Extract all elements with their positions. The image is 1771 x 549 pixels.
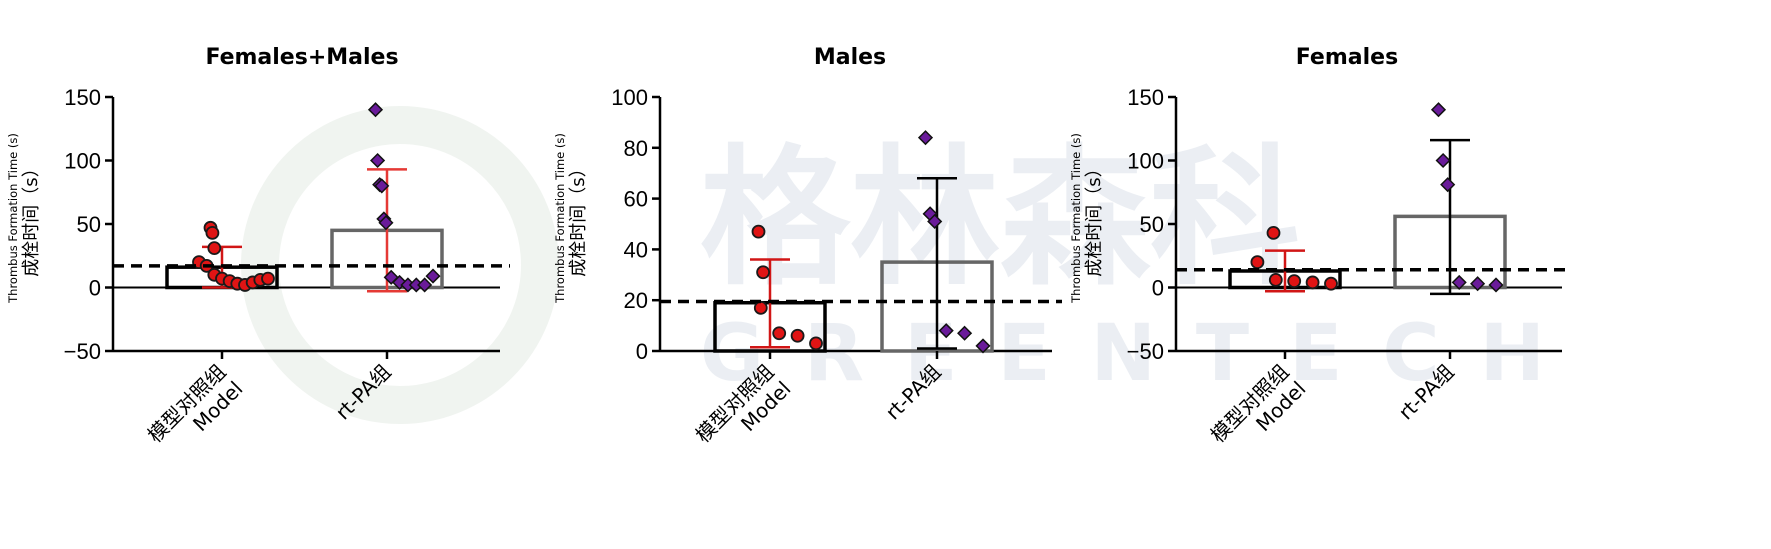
watermark-text-en: GREENTECH bbox=[700, 309, 1585, 399]
chart2-ylabel-cn: 成栓时间（s） bbox=[568, 159, 589, 276]
chart3-point-rtpa bbox=[1440, 177, 1456, 193]
chart3-point-rtpa bbox=[1470, 276, 1486, 292]
chart3-title: Females bbox=[1296, 45, 1398, 70]
chart2-ytick-label: 20 bbox=[624, 288, 648, 313]
chart2-point-rtpa bbox=[938, 323, 954, 339]
chart3-point-model bbox=[1305, 275, 1320, 290]
chart1-ytick-label: 150 bbox=[64, 85, 101, 110]
chart3-point-model bbox=[1287, 274, 1302, 289]
chart2-point-model bbox=[753, 300, 768, 315]
chart3-point-rtpa bbox=[1451, 274, 1467, 290]
chart3-point-model bbox=[1268, 272, 1283, 287]
chart1-point-rtpa bbox=[367, 102, 384, 118]
chart1-ylabel-en: Thrombus Formation Time (s) bbox=[6, 133, 20, 304]
chart1-title: Females+Males bbox=[205, 45, 398, 70]
chart1-point-model bbox=[261, 271, 275, 286]
chart2-title: Males bbox=[814, 45, 886, 70]
chart2-ytick-label: 80 bbox=[624, 136, 648, 161]
chart1-point-model bbox=[205, 225, 220, 240]
chart3-ylabel-cn: 成栓时间（s） bbox=[1084, 159, 1105, 276]
chart1-ytick-label: 50 bbox=[77, 212, 101, 237]
chart3-point-rtpa bbox=[1435, 152, 1451, 169]
chart1-ytick-label: −50 bbox=[64, 339, 101, 364]
chart3-ytick-label: 0 bbox=[1152, 276, 1164, 301]
chart1-point-rtpa bbox=[417, 277, 433, 293]
chart2-point-rtpa bbox=[917, 130, 934, 146]
chart2-ytick-label: 40 bbox=[624, 237, 648, 262]
chart1-point-rtpa bbox=[370, 152, 386, 169]
chart2-point-model bbox=[751, 224, 766, 239]
chart2-point-model bbox=[809, 336, 823, 351]
watermark: 格林森科 GREENTECH bbox=[241, 106, 1585, 424]
chart1-ytick-label: 0 bbox=[89, 276, 101, 301]
chart3-ytick-label: −50 bbox=[1127, 339, 1164, 364]
chart3-point-model bbox=[1250, 255, 1265, 270]
chart3-point-model bbox=[1324, 276, 1338, 291]
chart2-point-rtpa bbox=[957, 325, 973, 341]
chart2-ytick-label: 0 bbox=[636, 339, 648, 364]
chart3-ytick-label: 150 bbox=[1127, 85, 1164, 110]
chart1-ytick-label: 100 bbox=[64, 149, 101, 174]
chart3-ylabel-en: Thrombus Formation Time (s) bbox=[1069, 133, 1083, 304]
chart2-ytick-label: 60 bbox=[624, 187, 648, 212]
chart3-ytick-label: 50 bbox=[1140, 212, 1164, 237]
chart3-ytick-label: 100 bbox=[1127, 149, 1164, 174]
watermark-text-cn: 格林森科 bbox=[700, 132, 1300, 306]
chart1-ylabel-cn: 成栓时间（s） bbox=[21, 159, 42, 276]
chart1-point-rtpa bbox=[425, 268, 441, 284]
chart2-ylabel-en: Thrombus Formation Time (s) bbox=[553, 133, 567, 304]
chart2-point-model bbox=[772, 326, 787, 341]
chart1-point-model bbox=[207, 241, 222, 256]
chart2-point-rtpa bbox=[975, 338, 991, 354]
chart3-point-rtpa bbox=[1430, 102, 1447, 118]
chart2-point-rtpa bbox=[927, 213, 943, 230]
chart2-point-model bbox=[756, 265, 770, 280]
chart1-point-rtpa bbox=[374, 178, 390, 194]
chart2-point-model bbox=[790, 328, 805, 343]
chart3-point-model bbox=[1266, 225, 1281, 240]
chart3-point-rtpa bbox=[1488, 277, 1504, 293]
chart2-ytick-label: 100 bbox=[611, 85, 648, 110]
chart1-point-rtpa bbox=[378, 215, 394, 231]
chart1-category-label-1: 模型对照组Model bbox=[143, 360, 248, 465]
